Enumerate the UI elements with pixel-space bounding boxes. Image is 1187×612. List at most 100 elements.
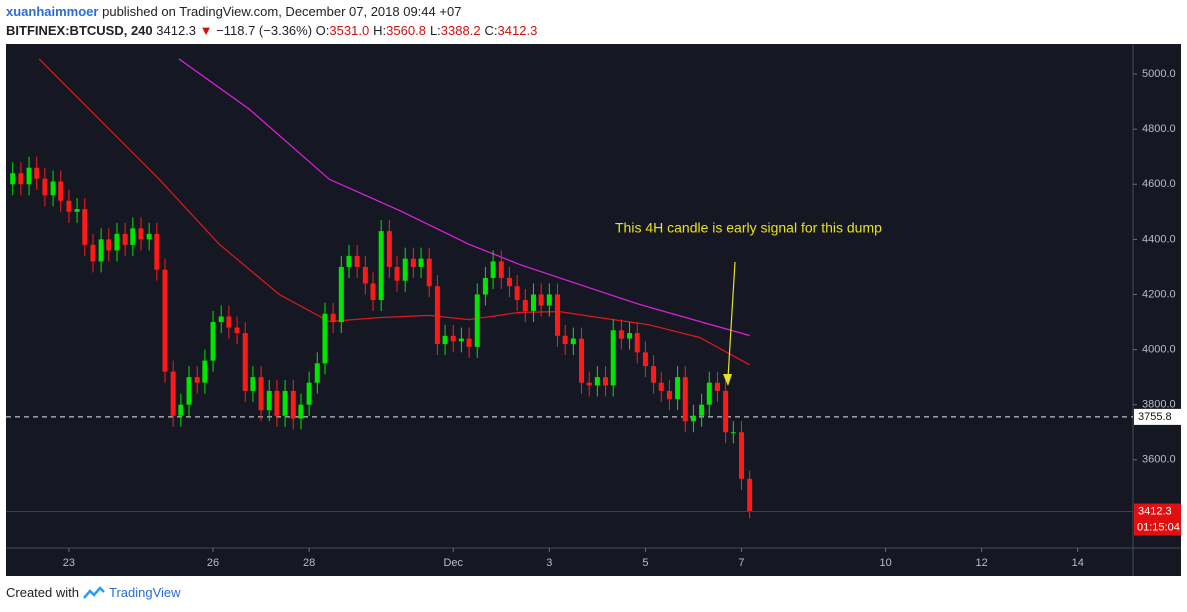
x-tick-label: 14 <box>1072 557 1084 569</box>
y-tick-label: 3800.0 <box>1142 399 1176 411</box>
candle-body <box>234 327 240 334</box>
candle-body <box>747 478 753 512</box>
candle-body <box>442 335 448 345</box>
candle-body <box>82 209 88 245</box>
candle-body <box>434 286 440 345</box>
candle-body <box>378 231 384 300</box>
candle-body <box>490 261 496 278</box>
ohlc-value: 3412.3 <box>497 23 538 38</box>
symbol-line: BITFINEX:BTCUSD, 240 3412.3 ▼ −118.7 (−3… <box>6 23 541 38</box>
candle-body <box>642 352 648 367</box>
ohlc-label: L: <box>429 23 441 38</box>
candle-body <box>282 390 288 416</box>
candle-body <box>218 316 224 323</box>
publish-line: xuanhaimmoer published on TradingView.co… <box>6 4 461 19</box>
annotation: This 4H candle is early signal for this … <box>615 220 882 236</box>
candle-body <box>314 363 320 383</box>
candle-body <box>386 231 392 267</box>
candle-body <box>690 415 696 422</box>
x-tick-label: 5 <box>642 557 648 569</box>
published: published on TradingView.com, December 0… <box>102 4 462 19</box>
candle-body <box>146 233 152 240</box>
candle-body <box>50 181 56 196</box>
author[interactable]: xuanhaimmoer <box>6 4 99 19</box>
ohlc: O:3531.0 H:3560.8 L:3388.2 C:3412.3 <box>316 23 542 38</box>
y-tick-label: 4200.0 <box>1142 288 1176 300</box>
candle-body <box>298 404 304 419</box>
brand[interactable]: TradingView <box>108 585 181 600</box>
candle-body <box>586 382 592 386</box>
candle-body <box>242 333 248 391</box>
candle-body <box>18 173 24 185</box>
candle-body <box>618 330 624 339</box>
x-tick-label: 26 <box>207 557 219 569</box>
candle-body <box>426 258 432 287</box>
candle-body <box>306 382 312 405</box>
candle-body <box>34 167 40 179</box>
candle-body <box>706 382 712 405</box>
ohlc-label: H: <box>373 23 387 38</box>
y-tick-label: 4800.0 <box>1142 123 1176 135</box>
candle-body <box>514 286 520 300</box>
candle-body <box>42 178 48 196</box>
candle-body <box>658 382 664 391</box>
candle-body <box>730 432 736 434</box>
ohlc-value: 3388.2 <box>440 23 481 38</box>
last-price-label: 3412.3 <box>1138 505 1172 517</box>
x-tick-label: 23 <box>63 557 75 569</box>
candle-body <box>522 299 528 312</box>
candle-body <box>682 377 688 422</box>
candle-body <box>506 277 512 287</box>
candle-body <box>594 377 600 386</box>
candle-body <box>210 322 216 361</box>
candle-body <box>338 266 344 323</box>
candle-body <box>194 377 200 383</box>
logo <box>83 585 105 599</box>
candle-body <box>723 390 729 433</box>
candle-body <box>482 277 488 295</box>
candle-body <box>274 390 280 416</box>
candle-body <box>10 173 16 185</box>
y-tick-label: 5000.0 <box>1142 68 1176 80</box>
candle-body <box>106 239 112 251</box>
annotation-arrow <box>727 261 736 379</box>
candle-body <box>354 255 360 267</box>
down-icon: ▼ <box>199 23 213 38</box>
candle-body <box>138 228 144 240</box>
x-tick-label: 3 <box>546 557 552 569</box>
x-tick-label: 28 <box>303 557 315 569</box>
candle-body <box>290 390 296 419</box>
candle-body <box>170 371 176 416</box>
x-tick-label: 7 <box>738 557 744 569</box>
candle-body <box>98 239 104 262</box>
y-tick-label: 4600.0 <box>1142 178 1176 190</box>
candle-body <box>26 167 32 185</box>
candle-body <box>627 333 633 339</box>
candle-body <box>362 266 368 284</box>
candle-body <box>634 333 640 353</box>
candle-body <box>162 269 168 372</box>
candle-body <box>738 432 744 479</box>
candle-body <box>450 335 456 342</box>
candle-body <box>346 255 352 267</box>
candle-body <box>122 233 128 245</box>
candle-body <box>554 294 560 336</box>
candle-body <box>226 316 232 328</box>
x-tick-label: Dec <box>443 557 463 569</box>
candle-body <box>651 366 657 383</box>
arrow-head <box>723 374 732 386</box>
candle-body <box>74 209 80 212</box>
candle-body <box>666 390 672 400</box>
candle-body <box>570 338 576 345</box>
candle-body <box>114 233 120 251</box>
chart-bg <box>6 44 1181 576</box>
candle-body <box>410 258 416 267</box>
x-tick-label: 12 <box>976 557 988 569</box>
candle-body <box>675 377 681 400</box>
countdown: 01:15:04 <box>1137 521 1180 533</box>
candle-body <box>202 360 208 383</box>
change: −118.7 (−3.36%) <box>216 23 313 38</box>
ohlc-label: O: <box>315 23 330 38</box>
